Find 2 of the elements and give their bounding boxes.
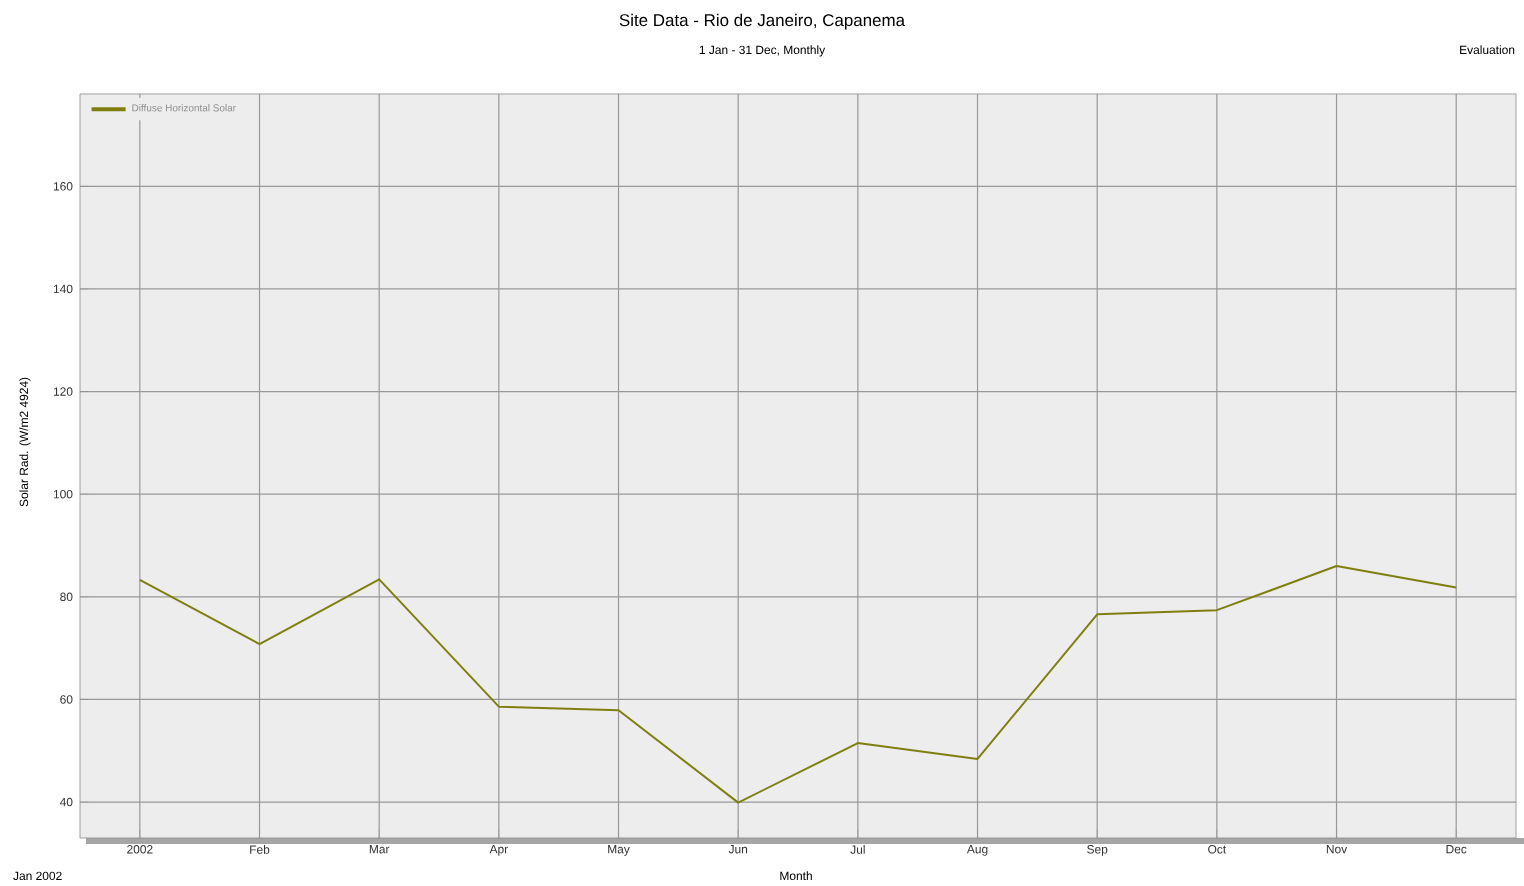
line-series [138, 564, 1458, 804]
chart-title: Site Data - Rio de Janeiro, Capanema [619, 13, 906, 30]
